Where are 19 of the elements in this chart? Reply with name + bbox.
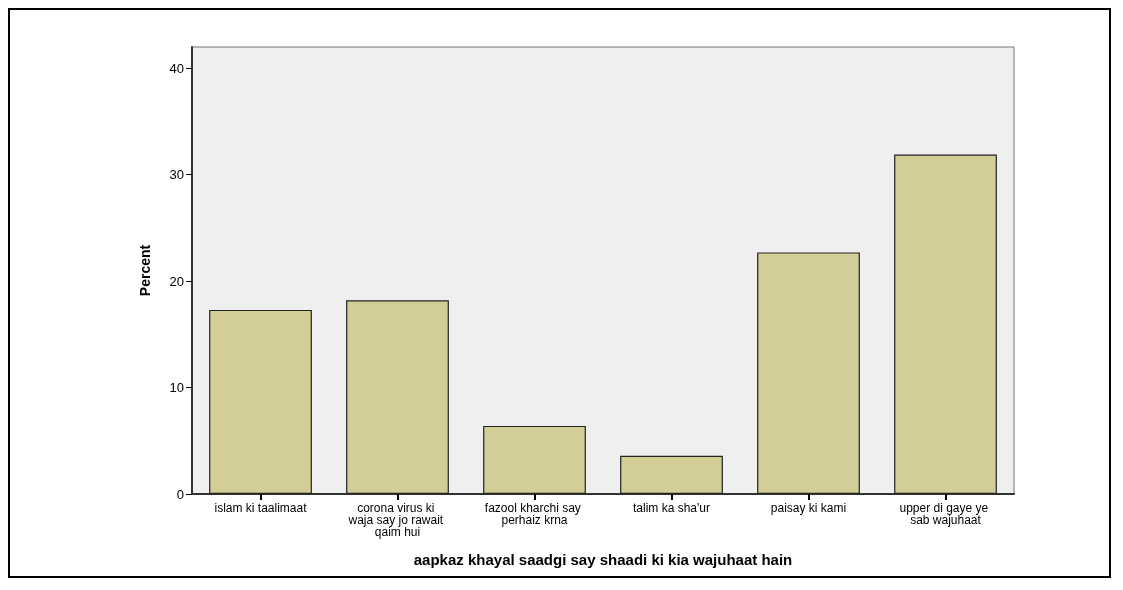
x-tick-label: fazool kharchi say perhaiz krna bbox=[484, 501, 585, 527]
bar bbox=[894, 154, 997, 494]
bar bbox=[757, 252, 860, 494]
bar bbox=[483, 425, 586, 494]
y-tick-label: 20 bbox=[169, 273, 184, 289]
y-axis-title: Percent bbox=[137, 244, 153, 297]
x-axis-title: aapkaz khayal saadgi say shaadi ki kia wajuhaat hain bbox=[413, 551, 793, 568]
y-tick-label: 0 bbox=[176, 486, 184, 502]
x-tick-label: upper di gaye ye sab wajuhaat bbox=[899, 501, 992, 527]
y-tick-label: 40 bbox=[169, 60, 184, 76]
y-tick-label: 30 bbox=[169, 167, 184, 183]
y-tick-label: 10 bbox=[169, 380, 184, 396]
x-tick-label: talim ka sha'ur bbox=[633, 501, 710, 515]
bar bbox=[209, 309, 312, 494]
x-tick-label: corona virus ki waja say jo rawait qaim hui bbox=[347, 501, 447, 539]
bar bbox=[346, 300, 449, 494]
x-tick-label: islam ki taalimaat bbox=[214, 501, 308, 515]
bar bbox=[620, 455, 723, 494]
x-tick-label: paisay ki kami bbox=[770, 501, 847, 515]
